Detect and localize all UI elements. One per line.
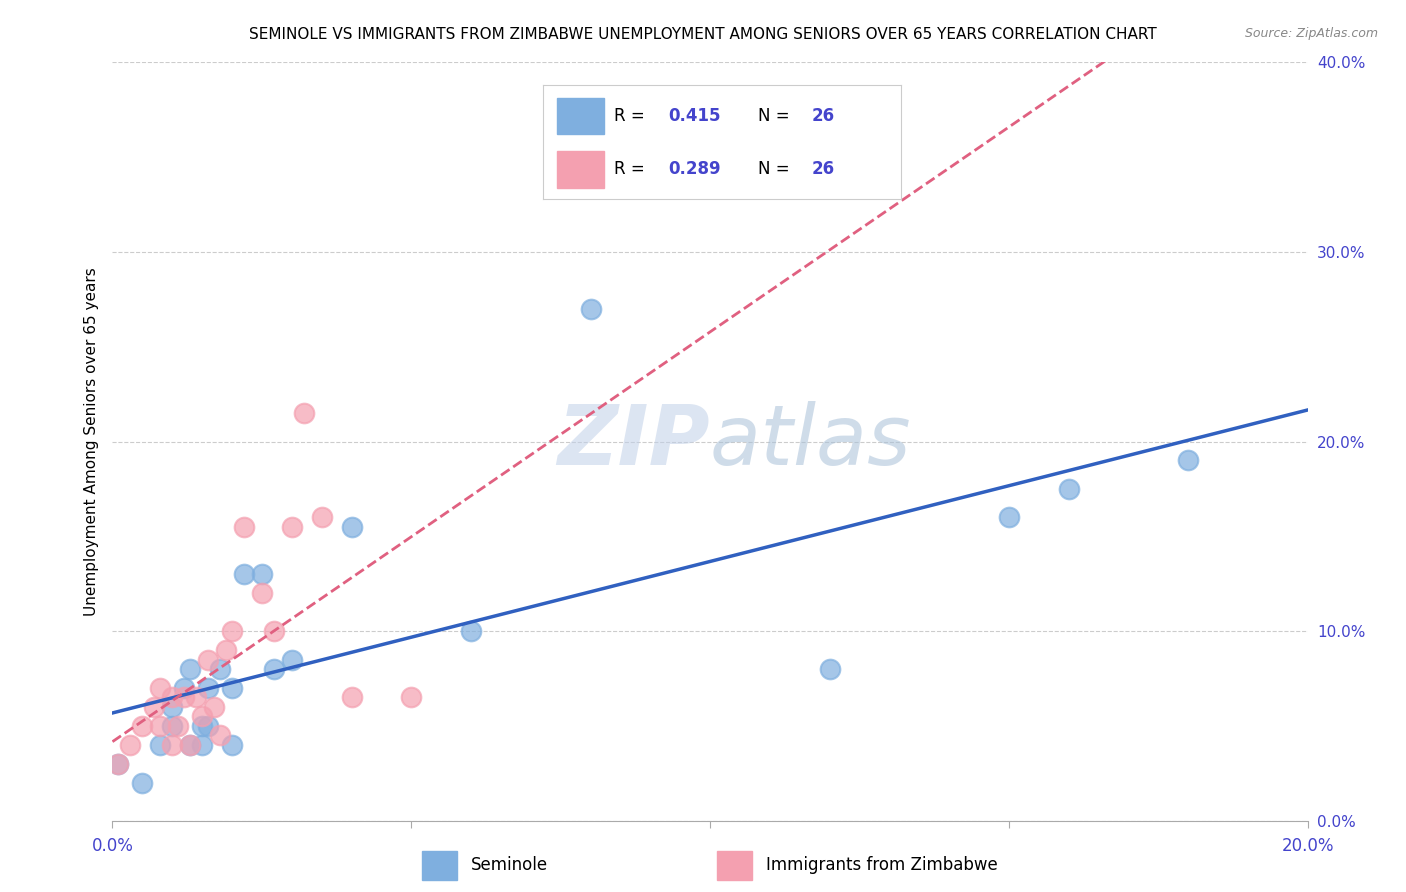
- Point: [311, 510, 333, 524]
- Point: [340, 520, 363, 534]
- Point: [149, 681, 172, 695]
- Point: [149, 738, 172, 752]
- Point: [179, 662, 201, 676]
- Point: [120, 738, 142, 752]
- Bar: [422, 851, 457, 880]
- Point: [1057, 482, 1080, 496]
- Point: [263, 624, 285, 639]
- Bar: [717, 851, 752, 880]
- Point: [209, 662, 232, 676]
- Point: [107, 756, 129, 771]
- Y-axis label: Unemployment Among Seniors over 65 years: Unemployment Among Seniors over 65 years: [83, 268, 98, 615]
- Point: [179, 738, 201, 752]
- Point: [281, 652, 304, 666]
- Point: [221, 738, 243, 752]
- Point: [233, 567, 256, 582]
- Text: 0.0%: 0.0%: [91, 837, 134, 855]
- Point: [1177, 453, 1199, 467]
- Point: [460, 624, 482, 639]
- Point: [186, 690, 208, 705]
- Text: Source: ZipAtlas.com: Source: ZipAtlas.com: [1244, 27, 1378, 40]
- Text: ZIP: ZIP: [557, 401, 710, 482]
- Point: [340, 690, 363, 705]
- Point: [197, 719, 219, 733]
- Point: [162, 690, 183, 705]
- Point: [221, 681, 243, 695]
- Point: [191, 738, 214, 752]
- Point: [233, 520, 256, 534]
- Point: [998, 510, 1021, 524]
- Point: [197, 681, 219, 695]
- Point: [162, 719, 183, 733]
- Point: [250, 586, 273, 600]
- Point: [281, 520, 304, 534]
- Point: [292, 406, 315, 420]
- Text: 20.0%: 20.0%: [1281, 837, 1334, 855]
- Point: [179, 738, 201, 752]
- Point: [131, 719, 153, 733]
- Point: [143, 699, 166, 714]
- Point: [209, 728, 232, 742]
- Point: [263, 662, 285, 676]
- Point: [149, 719, 172, 733]
- Point: [173, 681, 195, 695]
- Point: [250, 567, 273, 582]
- Point: [215, 643, 238, 657]
- Point: [191, 719, 214, 733]
- Point: [131, 776, 153, 790]
- Point: [221, 624, 243, 639]
- Point: [107, 756, 129, 771]
- Point: [818, 662, 841, 676]
- Point: [162, 738, 183, 752]
- Point: [579, 301, 602, 316]
- Text: SEMINOLE VS IMMIGRANTS FROM ZIMBABWE UNEMPLOYMENT AMONG SENIORS OVER 65 YEARS CO: SEMINOLE VS IMMIGRANTS FROM ZIMBABWE UNE…: [249, 27, 1157, 42]
- Point: [401, 690, 423, 705]
- Text: Immigrants from Zimbabwe: Immigrants from Zimbabwe: [766, 856, 998, 874]
- Point: [191, 709, 214, 723]
- Point: [173, 690, 195, 705]
- Point: [197, 652, 219, 666]
- Point: [162, 699, 183, 714]
- Text: atlas: atlas: [710, 401, 911, 482]
- Point: [202, 699, 225, 714]
- Text: Seminole: Seminole: [471, 856, 548, 874]
- Point: [167, 719, 190, 733]
